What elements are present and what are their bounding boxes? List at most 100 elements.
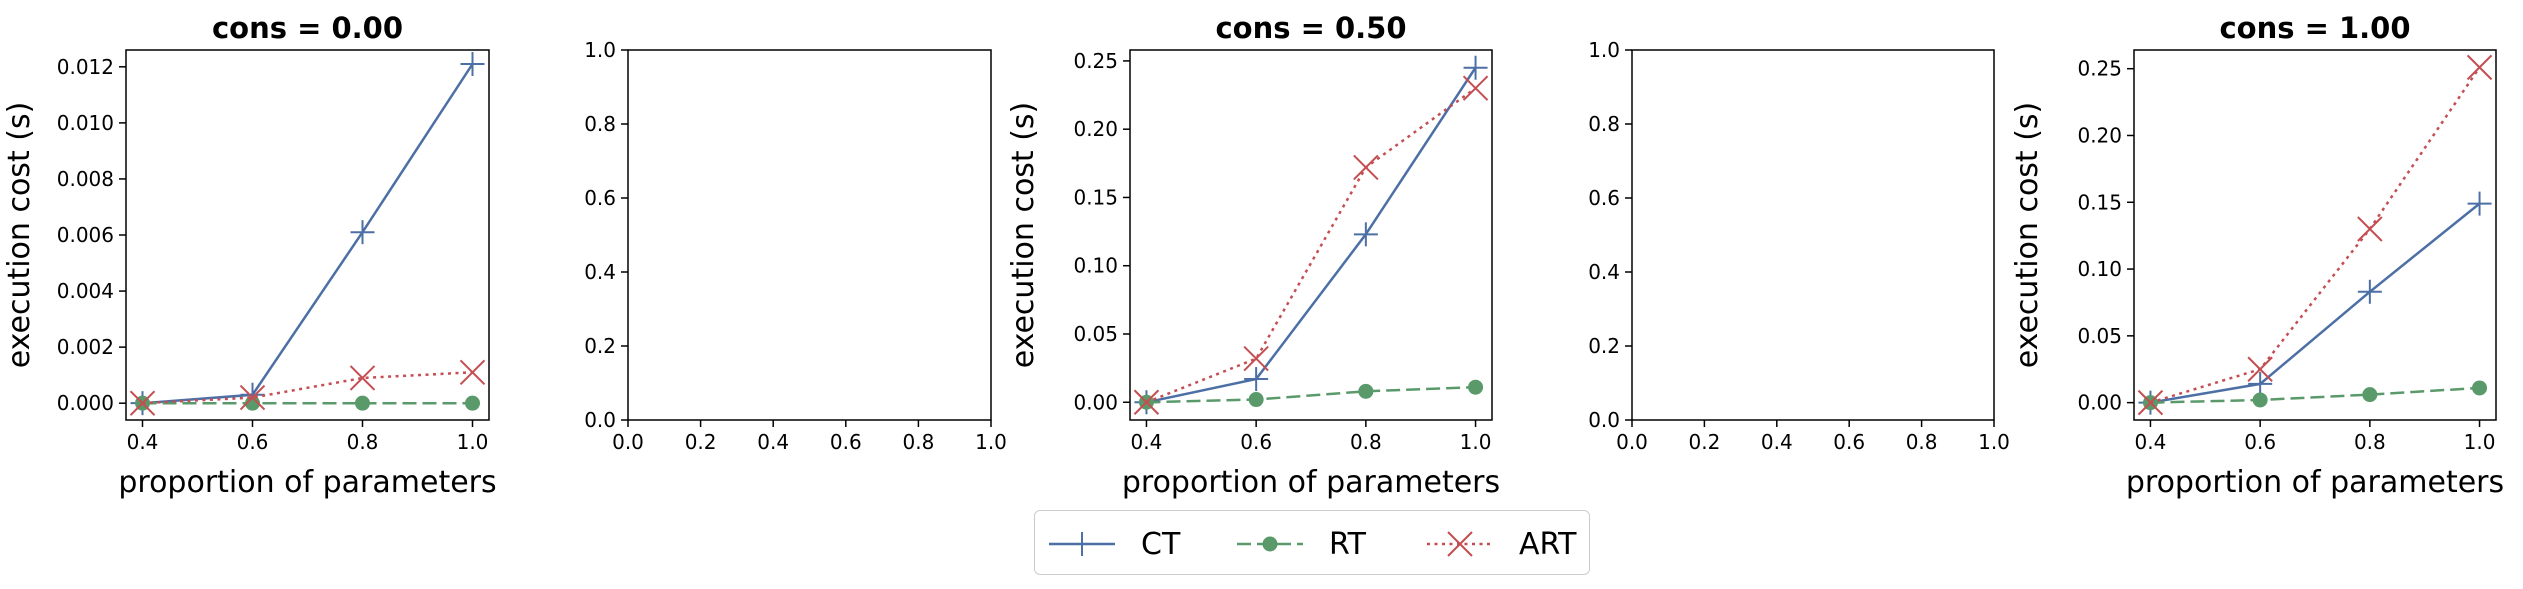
- y-tick-label: 0.4: [584, 260, 616, 284]
- x-tick-label: 0.2: [1688, 430, 1720, 454]
- y-tick-label: 0.6: [584, 186, 616, 210]
- data-point-rt: [465, 395, 480, 411]
- data-point-ct: [1463, 55, 1488, 80]
- y-tick-label: 0.002: [57, 335, 114, 359]
- y-axis-label: execution cost (s): [1006, 102, 1041, 369]
- series-line-ct: [142, 63, 474, 405]
- subplot-title: cons = 0.50: [1215, 11, 1406, 45]
- y-tick-label: 0.0: [1588, 408, 1620, 432]
- legend-entries: CT RT ART: [1049, 527, 1577, 562]
- y-tick-label: 0.05: [2077, 324, 2122, 348]
- data-point-art: [2466, 54, 2493, 81]
- data-point-art: [239, 384, 266, 411]
- x-axis-label: proportion of parameters: [1122, 465, 1500, 500]
- legend-label: RT: [1329, 527, 1367, 562]
- data-point-ct: [350, 220, 375, 245]
- plot-frame: [1631, 49, 1995, 421]
- x-tick-label: 0.6: [237, 430, 269, 454]
- data-point-rt: [2362, 387, 2378, 403]
- data-point-art: [1462, 75, 1489, 101]
- y-tick-label: 0.010: [57, 111, 114, 135]
- data-point-art: [2247, 356, 2273, 382]
- series-line-rt: [1146, 385, 1476, 404]
- plot-frame: [1129, 49, 1493, 421]
- data-point-art: [1353, 154, 1379, 181]
- y-tick-label: 0.10: [2077, 257, 2122, 281]
- series-line-art: [1146, 87, 1477, 404]
- data-point-art: [1243, 345, 1269, 372]
- series-ct: [1134, 55, 1488, 415]
- y-tick-label: 0.004: [57, 279, 114, 303]
- subplot-4: 0.0 0.2 0.4 0.6 0.8 1.0 0.0 0.2 0.4 0.6 0.8 1.0: [1588, 38, 2010, 454]
- x-tick-label: 1.0: [457, 430, 489, 454]
- x-tick-label: 0.0: [612, 430, 644, 454]
- y-tick-label: 0.05: [1073, 322, 1118, 346]
- y-tick-label: 0.012: [57, 55, 114, 79]
- legend-marker: [1262, 536, 1278, 552]
- series-line-ct: [2150, 202, 2481, 404]
- plot-frame: [627, 49, 992, 421]
- y-tick-label: 0.8: [1588, 112, 1620, 136]
- x-tick-label: 1.0: [2464, 430, 2496, 454]
- subplot-title: cons = 1.00: [2219, 11, 2410, 45]
- y-tick-label: 0.0: [584, 408, 616, 432]
- x-tick-label: 1.0: [1978, 430, 2010, 454]
- data-point-ct: [460, 52, 485, 77]
- y-tick-label: 0.006: [57, 223, 114, 247]
- legend-label: CT: [1141, 527, 1181, 562]
- series-ct: [2138, 191, 2492, 415]
- x-tick-label: 0.8: [2354, 430, 2386, 454]
- data-point-rt: [1468, 379, 1484, 395]
- legend-item-art: ART: [1427, 527, 1577, 562]
- data-point-rt: [2472, 380, 2488, 396]
- x-tick-label: 0.4: [2135, 430, 2167, 454]
- plot-frame: [125, 49, 490, 421]
- subplot-3: cons = 0.50 0.4 0.6 0.8 1.0 0.00 0.05 0.10 0.15 0…: [1006, 11, 1500, 500]
- y-tick-label: 0.6: [1588, 186, 1620, 210]
- series-ct: [130, 52, 485, 416]
- x-axis-label: proportion of parameters: [2126, 465, 2504, 500]
- subplot-1: cons = 0.00 0.4 0.6 0.8 1.0 0.000 0.002 0.004 0.…: [2, 11, 497, 500]
- plot-frame: [2133, 49, 2497, 421]
- y-tick-label: 0.10: [1073, 254, 1118, 278]
- x-tick-label: 0.8: [347, 430, 379, 454]
- x-tick-label: 0.6: [1833, 430, 1865, 454]
- data-point-art: [349, 365, 376, 391]
- series-line-art: [142, 371, 473, 405]
- data-point-rt: [2252, 392, 2268, 408]
- series-art: [129, 359, 486, 416]
- x-tick-label: 0.8: [1906, 430, 1938, 454]
- series-line-rt: [2150, 386, 2480, 404]
- x-tick-label: 0.4: [127, 430, 159, 454]
- y-tick-label: 0.00: [1073, 390, 1118, 414]
- y-tick-label: 0.20: [2077, 123, 2122, 147]
- y-tick-label: 0.000: [57, 391, 114, 415]
- series-line-ct: [1146, 67, 1477, 404]
- subplot-title: cons = 0.00: [212, 11, 403, 45]
- series-rt: [135, 395, 480, 411]
- y-tick-label: 1.0: [584, 38, 616, 62]
- legend-marker: [1447, 531, 1473, 557]
- legend-item-ct: CT: [1049, 527, 1181, 562]
- x-tick-label: 0.2: [685, 430, 717, 454]
- x-tick-label: 0.4: [1761, 430, 1793, 454]
- y-tick-label: 0.2: [1588, 334, 1620, 358]
- legend-item-rt: RT: [1237, 527, 1367, 562]
- y-tick-label: 0.2: [584, 334, 616, 358]
- x-tick-label: 0.8: [902, 430, 934, 454]
- x-tick-label: 0.0: [1616, 430, 1648, 454]
- x-tick-label: 0.6: [1240, 430, 1272, 454]
- series-line-art: [2150, 66, 2481, 404]
- legend-marker: [1070, 532, 1094, 556]
- data-point-art: [129, 390, 156, 416]
- data-point-art: [2137, 389, 2164, 416]
- data-point-ct: [2248, 371, 2273, 396]
- y-tick-label: 0.25: [2077, 57, 2122, 81]
- x-tick-label: 1.0: [1460, 430, 1492, 454]
- x-tick-label: 0.6: [830, 430, 862, 454]
- data-point-ct: [2357, 279, 2382, 304]
- y-tick-label: 0.8: [584, 112, 616, 136]
- data-point-rt: [1248, 392, 1264, 408]
- y-tick-label: 1.0: [1588, 38, 1620, 62]
